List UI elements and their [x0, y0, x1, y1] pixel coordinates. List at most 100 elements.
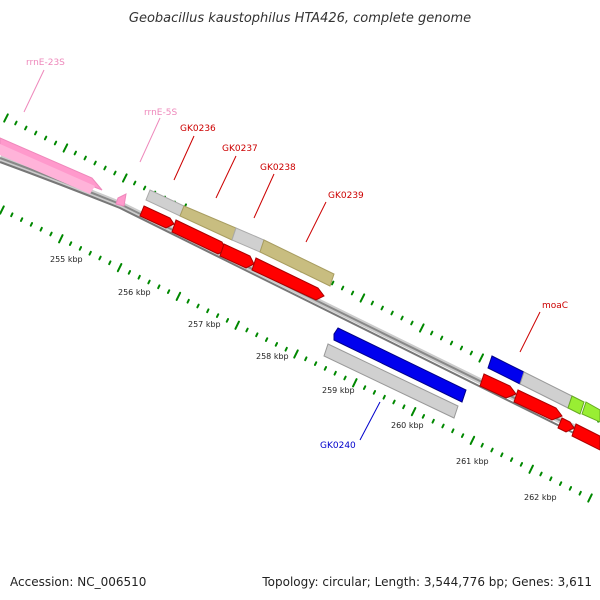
gk0240-feature[interactable]	[323, 327, 467, 419]
label-gk0239[interactable]: GK0239	[328, 191, 364, 201]
kbp-label: 260 kbp	[391, 421, 424, 430]
minor-tick	[186, 298, 190, 304]
minor-tick	[549, 476, 553, 482]
kbp-label: 255 kbp	[50, 255, 83, 264]
major-tick	[58, 234, 64, 244]
minor-tick	[380, 305, 384, 311]
minor-tick	[304, 356, 308, 362]
minor-tick	[578, 490, 582, 496]
minor-tick	[49, 231, 53, 237]
minor-tick	[255, 332, 259, 338]
cds-green-1[interactable]	[567, 395, 585, 415]
minor-tick	[490, 447, 494, 453]
minor-tick	[410, 320, 414, 326]
minor-tick	[558, 481, 563, 486]
label-rrnE-23S[interactable]: rrnE-23S	[26, 58, 65, 68]
minor-tick	[14, 120, 18, 126]
minor-tick	[331, 280, 335, 286]
major-tick	[359, 293, 366, 303]
minor-tick	[78, 246, 83, 251]
minor-tick	[382, 394, 386, 400]
cds-red-1[interactable]	[139, 205, 175, 229]
accession-text: Accession: NC_006510	[10, 575, 146, 589]
minor-tick	[225, 318, 230, 323]
kbp-label: 261 kbp	[456, 457, 489, 466]
minor-tick	[568, 486, 573, 491]
minor-tick	[147, 279, 151, 285]
minor-tick	[68, 241, 73, 246]
cds-green-2[interactable]	[581, 401, 600, 423]
minor-tick	[392, 399, 396, 405]
minor-tick	[127, 270, 132, 275]
label-gk0238[interactable]: GK0238	[260, 163, 296, 173]
rrnE-5S-feature[interactable]	[115, 193, 127, 207]
genome-summary-text: Topology: circular; Length: 3,544,776 bp…	[261, 575, 592, 589]
minor-tick	[103, 165, 107, 171]
label-moaC[interactable]: moaC	[542, 301, 568, 311]
cds-red-5[interactable]	[479, 373, 517, 399]
kbp-label: 262 kbp	[524, 493, 557, 502]
minor-tick	[441, 423, 445, 429]
minor-tick	[480, 442, 484, 448]
minor-tick	[43, 135, 48, 141]
minor-tick	[53, 140, 58, 146]
minor-tick	[362, 385, 367, 390]
minor-tick	[323, 366, 328, 371]
minor-tick	[402, 404, 406, 410]
minor-tick	[93, 160, 97, 166]
kbp-label: 259 kbp	[322, 386, 355, 395]
major-tick	[62, 143, 69, 153]
minor-tick	[215, 313, 220, 318]
minor-tick	[430, 330, 434, 336]
map-title: Geobacillus kaustophilus HTA426, complet…	[129, 11, 471, 26]
cds-red-4[interactable]	[251, 257, 325, 301]
minor-tick	[439, 335, 444, 341]
minor-tick	[196, 303, 200, 309]
major-tick	[410, 407, 417, 417]
minor-tick	[421, 414, 426, 419]
label-gk0240[interactable]: GK0240	[320, 441, 356, 451]
minor-tick	[264, 337, 269, 342]
minor-tick	[274, 342, 279, 347]
minor-tick	[469, 350, 473, 356]
cds-red-8[interactable]	[571, 423, 600, 451]
minor-tick	[83, 155, 87, 161]
red-cds-row-1	[139, 205, 325, 301]
minor-tick	[245, 327, 249, 333]
minor-tick	[500, 452, 504, 458]
minor-tick	[73, 150, 77, 156]
cds-red-7[interactable]	[557, 417, 575, 433]
minor-tick	[350, 290, 355, 296]
label-leaders	[23, 69, 541, 441]
kbp-label: 256 kbp	[118, 288, 151, 297]
cds-red-3[interactable]	[219, 243, 255, 269]
major-tick	[352, 378, 358, 388]
minor-tick	[449, 340, 454, 346]
minor-tick	[157, 284, 161, 290]
cds-olive-2[interactable]	[259, 239, 335, 287]
moaC-region	[479, 355, 600, 451]
minor-tick	[459, 345, 464, 351]
minor-tick	[166, 289, 171, 294]
label-rrnE-5S[interactable]: rrnE-5S	[144, 108, 177, 118]
minor-tick	[400, 315, 404, 321]
kbp-label: 257 kbp	[188, 320, 221, 329]
minor-tick	[431, 418, 435, 424]
minor-tick	[333, 370, 337, 376]
minor-tick	[108, 260, 112, 266]
minor-tick	[137, 274, 141, 280]
rrnE-23S-feature[interactable]	[0, 137, 103, 194]
minor-tick	[98, 255, 102, 261]
minor-tick	[34, 130, 38, 136]
minor-tick	[340, 285, 345, 291]
major-tick	[478, 353, 485, 363]
label-gk0237[interactable]: GK0237	[222, 144, 258, 154]
minor-tick	[284, 346, 288, 352]
cds-red-6[interactable]	[513, 389, 563, 421]
minor-tick	[390, 310, 394, 316]
minor-tick	[10, 212, 14, 218]
cds-gray-2[interactable]	[231, 227, 265, 253]
label-gk0236[interactable]: GK0236	[180, 124, 216, 134]
minor-tick	[206, 308, 210, 314]
minor-tick	[372, 390, 377, 395]
